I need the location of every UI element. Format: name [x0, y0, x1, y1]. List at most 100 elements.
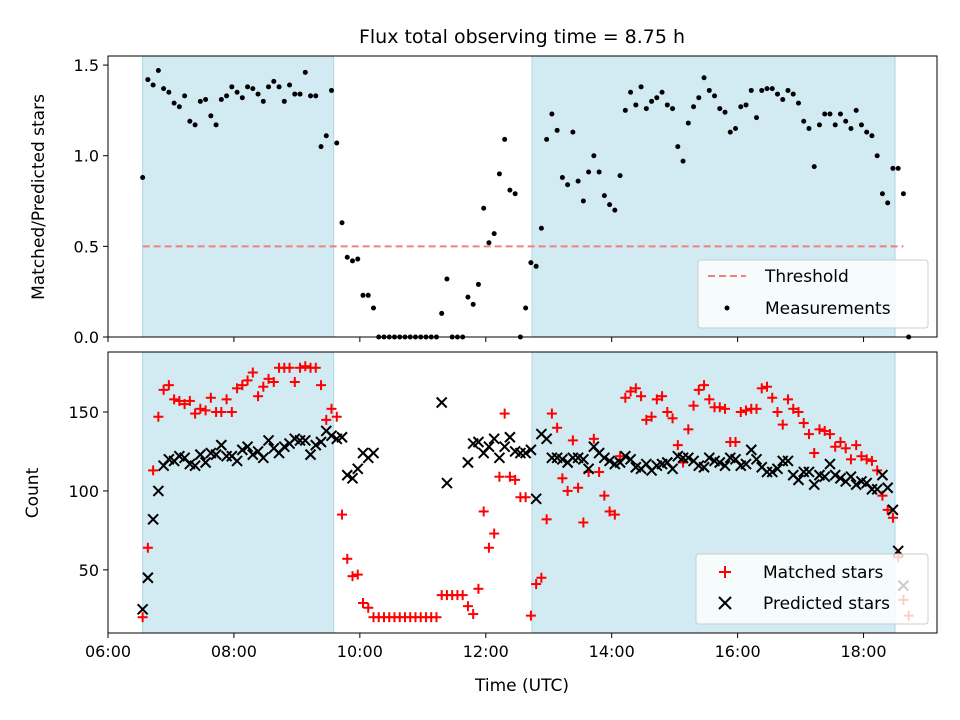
predicted-star-point: [483, 441, 495, 453]
predicted-star-point: [577, 453, 590, 466]
matched-star-point: [793, 406, 804, 417]
predicted-star-point: [262, 434, 275, 447]
matched-star-point: [845, 454, 856, 465]
predicted-star-point: [766, 466, 778, 478]
matched-star-point: [258, 381, 269, 392]
measurement-point: [496, 171, 502, 177]
y-tick-label: 1.5: [74, 56, 99, 75]
matched-star-point: [788, 403, 799, 414]
predicted-star-point: [336, 431, 348, 443]
measurement-point: [444, 276, 450, 282]
measurement-point: [292, 91, 298, 97]
measurement-point: [622, 107, 628, 113]
measurement-point: [879, 191, 885, 197]
predicted-star-point: [142, 572, 154, 584]
measurement-point: [748, 87, 754, 93]
predicted-star-point: [598, 452, 611, 464]
matched-star-point: [573, 482, 584, 493]
predicted-star-point: [866, 483, 878, 496]
matched-star-point: [835, 436, 846, 447]
predicted-star-point: [194, 448, 207, 461]
matched-star-point: [641, 414, 652, 425]
measurement-point: [565, 182, 571, 188]
matched-star-point: [352, 569, 363, 580]
y-tick-label: 100: [68, 482, 99, 501]
matched-star-point: [504, 471, 515, 482]
count-legend-box: [695, 553, 929, 625]
measurement-point: [790, 91, 796, 97]
measurement-point: [224, 93, 230, 99]
predicted-star-point: [782, 455, 794, 467]
measurement-point: [864, 129, 870, 135]
matched-star-point: [462, 601, 473, 612]
measurement-point: [192, 122, 198, 128]
count-panel: 50 100 150 06:00 08:00 10:00 12:00 14:00 16:00 1…: [23, 351, 938, 696]
predicted-star-point: [719, 459, 731, 472]
predicted-star-point: [740, 458, 752, 470]
predicted-star-point: [152, 485, 165, 497]
matched-star-point: [646, 411, 657, 422]
predicted-star-points: [136, 396, 910, 616]
matched-star-point: [809, 448, 820, 459]
predicted-star-point: [871, 483, 883, 496]
measurement-point: [481, 205, 487, 211]
measurement-point: [350, 258, 356, 264]
measurement-point: [239, 95, 245, 101]
predicted-star-point: [325, 429, 338, 442]
measurement-point: [559, 174, 565, 180]
matched-star-point: [604, 506, 615, 517]
measurement-point: [339, 220, 345, 226]
predicted-star-point: [241, 441, 254, 453]
matched-star-point: [630, 383, 641, 394]
measurement-point: [360, 292, 366, 298]
measurement-point: [795, 100, 801, 106]
matched-star-point: [347, 571, 358, 582]
predicted-star-point: [850, 478, 862, 491]
measurement-point: [318, 144, 324, 150]
measurement-point: [900, 191, 906, 197]
matched-star-point: [316, 380, 327, 391]
matched-star-point: [205, 392, 216, 403]
matched-star-point: [819, 425, 830, 436]
measurement-point: [281, 98, 287, 104]
measurement-point: [213, 122, 219, 128]
measurement-point: [155, 68, 161, 74]
matched-star-point: [179, 399, 190, 410]
ratio-axes-frame: [107, 55, 938, 338]
measurement-point: [176, 104, 182, 110]
predicted-star-point: [514, 447, 527, 459]
x-tick-label: 12:00: [463, 642, 509, 661]
matched-star-point: [531, 579, 542, 590]
measurement-point: [538, 225, 544, 231]
measurement-point: [675, 144, 681, 150]
measurement-point: [649, 98, 655, 104]
predicted-star-point: [829, 469, 841, 481]
matched-star-point: [887, 512, 898, 523]
predicted-star-point: [582, 463, 595, 475]
measurement-point: [507, 187, 513, 193]
y-tick-label: 0.5: [74, 237, 99, 256]
measurement-point: [837, 111, 843, 117]
legend-threshold-label: Threshold: [764, 267, 849, 287]
measurement-point: [549, 111, 555, 117]
count-axes-frame: [107, 351, 938, 634]
matched-star-point: [866, 455, 877, 466]
matched-star-point: [525, 610, 536, 621]
predicted-star-point: [771, 463, 784, 475]
measurement-point: [827, 111, 833, 117]
matched-star-point: [137, 612, 148, 623]
predicted-star-point: [199, 456, 212, 469]
matched-star-point: [431, 612, 442, 623]
predicted-star-point: [750, 453, 763, 466]
chart-title: Flux total observing time = 8.75 h: [359, 26, 685, 48]
matched-star-point: [851, 440, 862, 451]
matched-star-point: [190, 408, 201, 419]
predicted-star-point: [488, 433, 500, 445]
predicted-star-point: [278, 441, 291, 453]
predicted-star-point: [887, 504, 899, 516]
predicted-star-point: [310, 439, 322, 451]
measurement-point: [166, 89, 172, 95]
predicted-star-point: [761, 466, 773, 478]
matched-star-point: [772, 406, 783, 417]
